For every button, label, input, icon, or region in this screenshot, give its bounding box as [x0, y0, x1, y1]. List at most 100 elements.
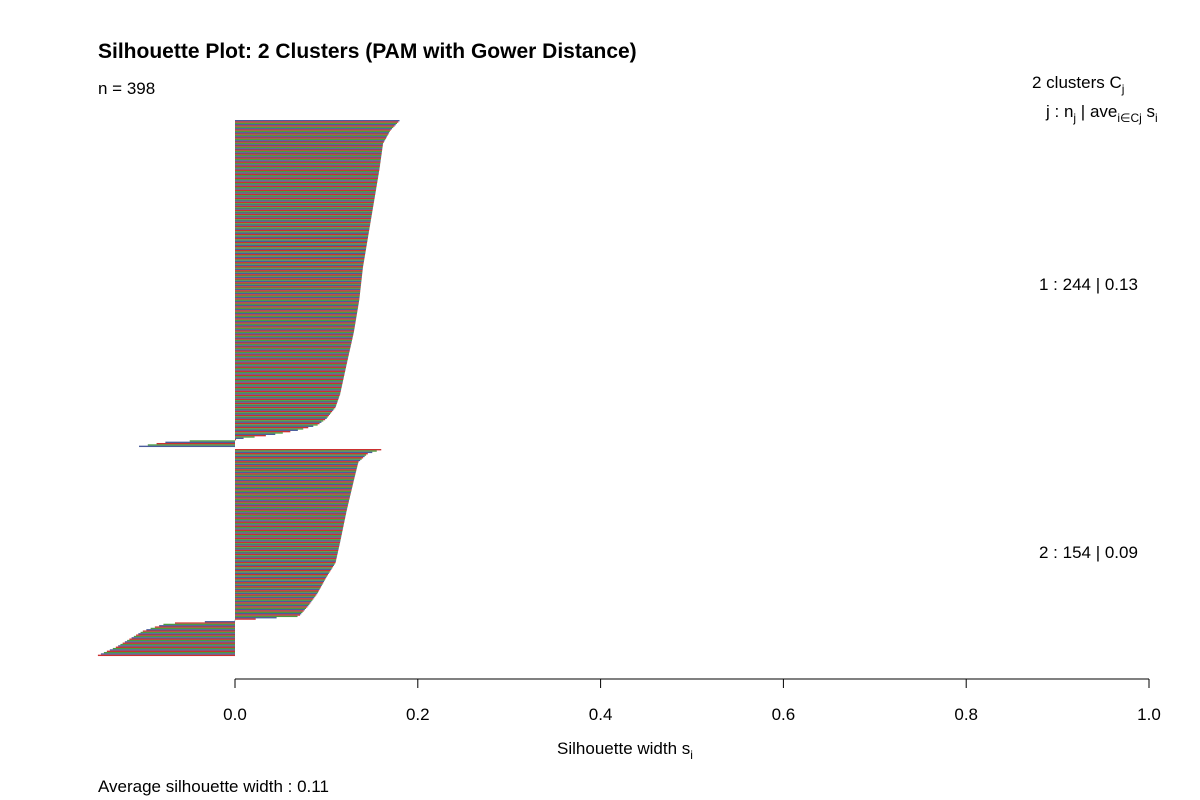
silhouette-bar	[235, 379, 344, 382]
silhouette-bar	[235, 232, 369, 234]
silhouette-bar	[235, 547, 339, 549]
silhouette-bar	[235, 154, 382, 157]
silhouette-bar	[235, 522, 344, 525]
silhouette-bar	[235, 478, 355, 480]
silhouette-bar	[235, 422, 320, 425]
silhouette-bar	[235, 504, 349, 506]
silhouette-bar	[235, 610, 304, 612]
silhouette-bar	[235, 569, 331, 572]
silhouette-bar	[235, 508, 348, 510]
silhouette-bar	[235, 215, 372, 217]
silhouette-bar	[235, 282, 362, 284]
silhouette-bar	[235, 595, 316, 597]
silhouette-bar	[235, 354, 349, 356]
silhouette-bar	[235, 343, 352, 346]
silhouette-bar	[235, 530, 343, 533]
x-tick-label: 0.2	[406, 705, 430, 724]
silhouette-bar	[235, 587, 321, 589]
silhouette-bar	[235, 145, 383, 147]
silhouette-bar	[235, 205, 374, 208]
silhouette-bar	[235, 500, 350, 502]
silhouette-bar	[235, 516, 346, 518]
silhouette-bar	[235, 528, 343, 530]
silhouette-bar	[235, 579, 325, 581]
silhouette-bar	[235, 489, 352, 491]
silhouette-bar	[235, 353, 349, 355]
silhouette-bar	[235, 286, 361, 288]
silhouette-bar	[235, 197, 375, 200]
silhouette-bar	[235, 203, 374, 205]
silhouette-bar	[235, 259, 365, 261]
silhouette-bar	[235, 304, 359, 307]
silhouette-bar	[235, 156, 382, 158]
silhouette-bar	[235, 173, 379, 175]
silhouette-bar	[235, 433, 276, 435]
silhouette-bar	[235, 174, 379, 177]
silhouette-bar	[235, 375, 344, 378]
silhouette-bar	[235, 529, 343, 532]
silhouette-bar	[235, 481, 354, 483]
silhouette-bar	[235, 428, 304, 430]
silhouette-bar	[235, 164, 381, 166]
silhouette-bar	[235, 397, 339, 399]
silhouette-bar	[235, 466, 358, 468]
silhouette-bar	[235, 319, 356, 322]
silhouette-bar	[235, 497, 350, 499]
silhouette-bar	[129, 638, 235, 640]
silhouette-bar	[109, 649, 235, 651]
silhouette-bar	[235, 192, 376, 194]
average-silhouette-footer: Average silhouette width : 0.11	[98, 777, 329, 796]
silhouette-bar	[235, 591, 319, 593]
silhouette-bar	[142, 630, 235, 632]
legend-header-columns: j : nj | avei∈Cj si	[1045, 102, 1158, 125]
silhouette-bar	[235, 346, 351, 348]
silhouette-bar	[235, 239, 368, 241]
silhouette-bar	[235, 150, 382, 153]
silhouette-bar	[235, 458, 362, 460]
silhouette-bar	[235, 345, 351, 347]
silhouette-bar	[235, 333, 354, 335]
silhouette-bar	[235, 432, 283, 434]
silhouette-bar	[235, 268, 363, 271]
silhouette-bar	[235, 450, 377, 452]
silhouette-bar	[235, 565, 334, 568]
legend-header-clusters: 2 clusters Cj	[1032, 73, 1124, 96]
silhouette-bar	[235, 545, 340, 548]
x-tick-label: 0.4	[589, 705, 613, 724]
silhouette-bar	[235, 254, 366, 256]
silhouette-bar	[235, 287, 361, 289]
silhouette-bar	[235, 557, 337, 560]
silhouette-bar	[235, 408, 335, 410]
silhouette-bar	[235, 310, 358, 312]
silhouette-bar	[235, 267, 363, 269]
silhouette-bar	[235, 315, 357, 318]
silhouette-bar	[235, 455, 365, 458]
silhouette-bar	[235, 323, 356, 326]
silhouette-bar	[235, 404, 337, 406]
silhouette-bar	[235, 563, 335, 565]
silhouette-bar	[235, 385, 342, 387]
silhouette-bar	[235, 295, 360, 297]
x-axis-label: Silhouette width si	[557, 739, 693, 762]
silhouette-bar	[235, 199, 375, 201]
silhouette-bar	[235, 342, 352, 344]
silhouette-bar	[235, 382, 343, 385]
silhouette-bar	[235, 326, 355, 328]
silhouette-bar	[235, 418, 326, 421]
chart-title: Silhouette Plot: 2 Clusters (PAM with Go…	[98, 40, 637, 63]
silhouette-bar	[235, 370, 346, 372]
silhouette-bar	[235, 575, 328, 577]
silhouette-bar	[235, 221, 371, 224]
silhouette-bar	[235, 331, 354, 334]
silhouette-bar	[235, 594, 317, 596]
silhouette-bar	[235, 248, 366, 251]
silhouette-bar	[235, 322, 356, 324]
silhouette-bar	[235, 169, 380, 171]
silhouette-bar	[235, 614, 301, 616]
silhouette-bar	[235, 247, 367, 249]
silhouette-bar	[235, 498, 350, 501]
silhouette-bar	[235, 335, 353, 338]
silhouette-bar	[235, 276, 362, 279]
silhouette-bar	[235, 536, 342, 538]
silhouette-bar	[235, 306, 359, 308]
